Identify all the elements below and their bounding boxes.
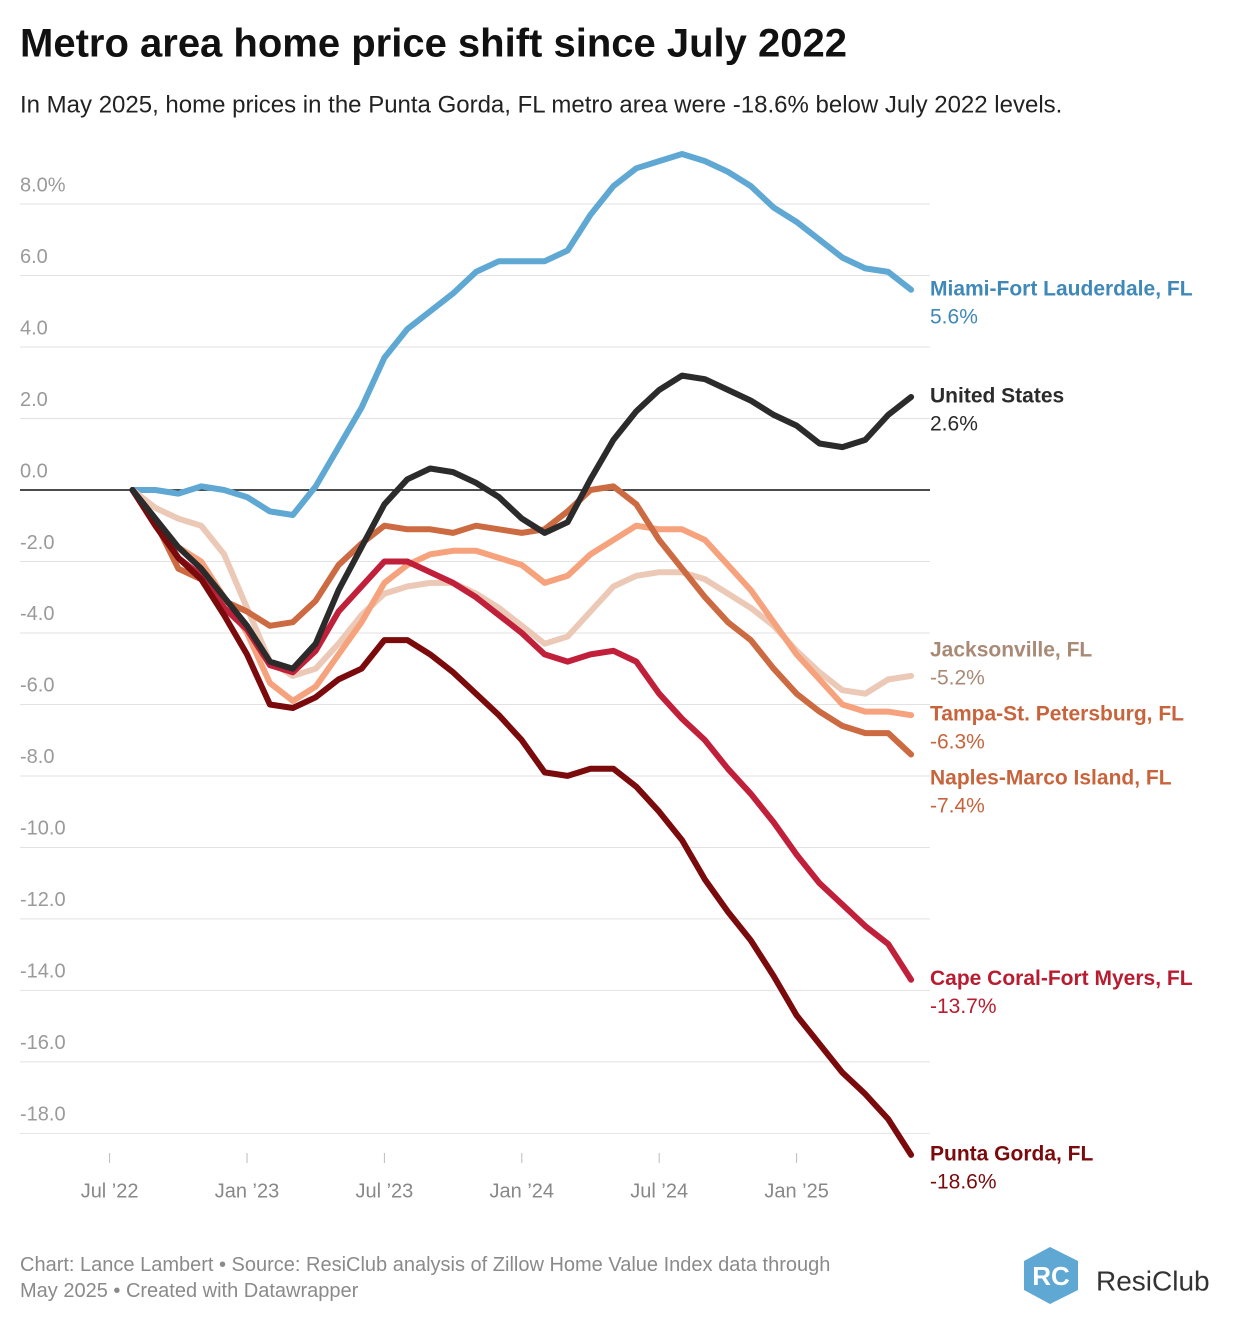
- series-end-value: -18.6%: [930, 1170, 997, 1193]
- footer: Chart: Lance Lambert • Source: ResiClub …: [20, 1254, 830, 1302]
- series-label: Tampa-St. Petersburg, FL: [930, 703, 1184, 726]
- series-end-value: 2.6%: [930, 413, 978, 436]
- x-tick-label: Jan ’24: [490, 1180, 555, 1202]
- series-label: United States: [930, 385, 1064, 408]
- y-tick-label: -12.0: [20, 889, 66, 911]
- chart-subtitle: In May 2025, home prices in the Punta Go…: [20, 91, 1062, 118]
- series-end-value: -13.7%: [930, 995, 997, 1018]
- y-tick-label: 8.0%: [20, 174, 66, 196]
- chart-title: Metro area home price shift since July 2…: [20, 22, 847, 66]
- x-tick-label: Jan ’25: [764, 1180, 829, 1202]
- x-tick-label: Jul ’24: [630, 1180, 688, 1202]
- series-end-value: -6.3%: [930, 731, 985, 754]
- y-tick-label: 2.0: [20, 389, 48, 411]
- x-tick-label: Jul ’22: [81, 1180, 139, 1202]
- series-line: [129, 487, 915, 1158]
- logo-text: ResiClub: [1096, 1265, 1210, 1296]
- logo-icon: [1024, 1247, 1078, 1304]
- series-label: Miami-Fort Lauderdale, FL: [930, 277, 1193, 300]
- series-label: Punta Gorda, FL: [930, 1142, 1094, 1165]
- series-line: [129, 487, 915, 719]
- y-tick-label: -10.0: [20, 818, 66, 840]
- series-line: [129, 372, 915, 672]
- series-line: [129, 151, 915, 518]
- y-tick-label: -2.0: [20, 532, 54, 554]
- y-tick-label: -8.0: [20, 746, 54, 768]
- series-end-value: -5.2%: [930, 667, 985, 690]
- footer-line: Chart: Lance Lambert • Source: ResiClub …: [20, 1254, 830, 1276]
- series-label: Cape Coral-Fort Myers, FL: [930, 967, 1193, 990]
- y-tick-label: -14.0: [20, 961, 66, 983]
- y-tick-label: 6.0: [20, 246, 48, 268]
- logo: RC ResiClub: [1024, 1247, 1210, 1304]
- y-tick-label: -6.0: [20, 675, 54, 697]
- y-tick-label: -16.0: [20, 1032, 66, 1054]
- footer-line: May 2025 • Created with Datawrapper: [20, 1280, 359, 1302]
- series-line: [129, 483, 915, 758]
- x-tick-label: Jan ’23: [215, 1180, 280, 1202]
- series-label: Jacksonville, FL: [930, 639, 1092, 662]
- y-tick-label: 4.0: [20, 317, 48, 339]
- series-end-value: -7.4%: [930, 795, 985, 818]
- series-end-value: 5.6%: [930, 305, 978, 328]
- y-tick-label: -18.0: [20, 1104, 66, 1126]
- y-tick-label: 0.0: [20, 460, 48, 482]
- series-label: Naples-Marco Island, FL: [930, 767, 1172, 790]
- x-tick-label: Jul ’23: [355, 1180, 413, 1202]
- y-tick-label: -4.0: [20, 603, 54, 625]
- logo-icon-text: RC: [1032, 1261, 1070, 1291]
